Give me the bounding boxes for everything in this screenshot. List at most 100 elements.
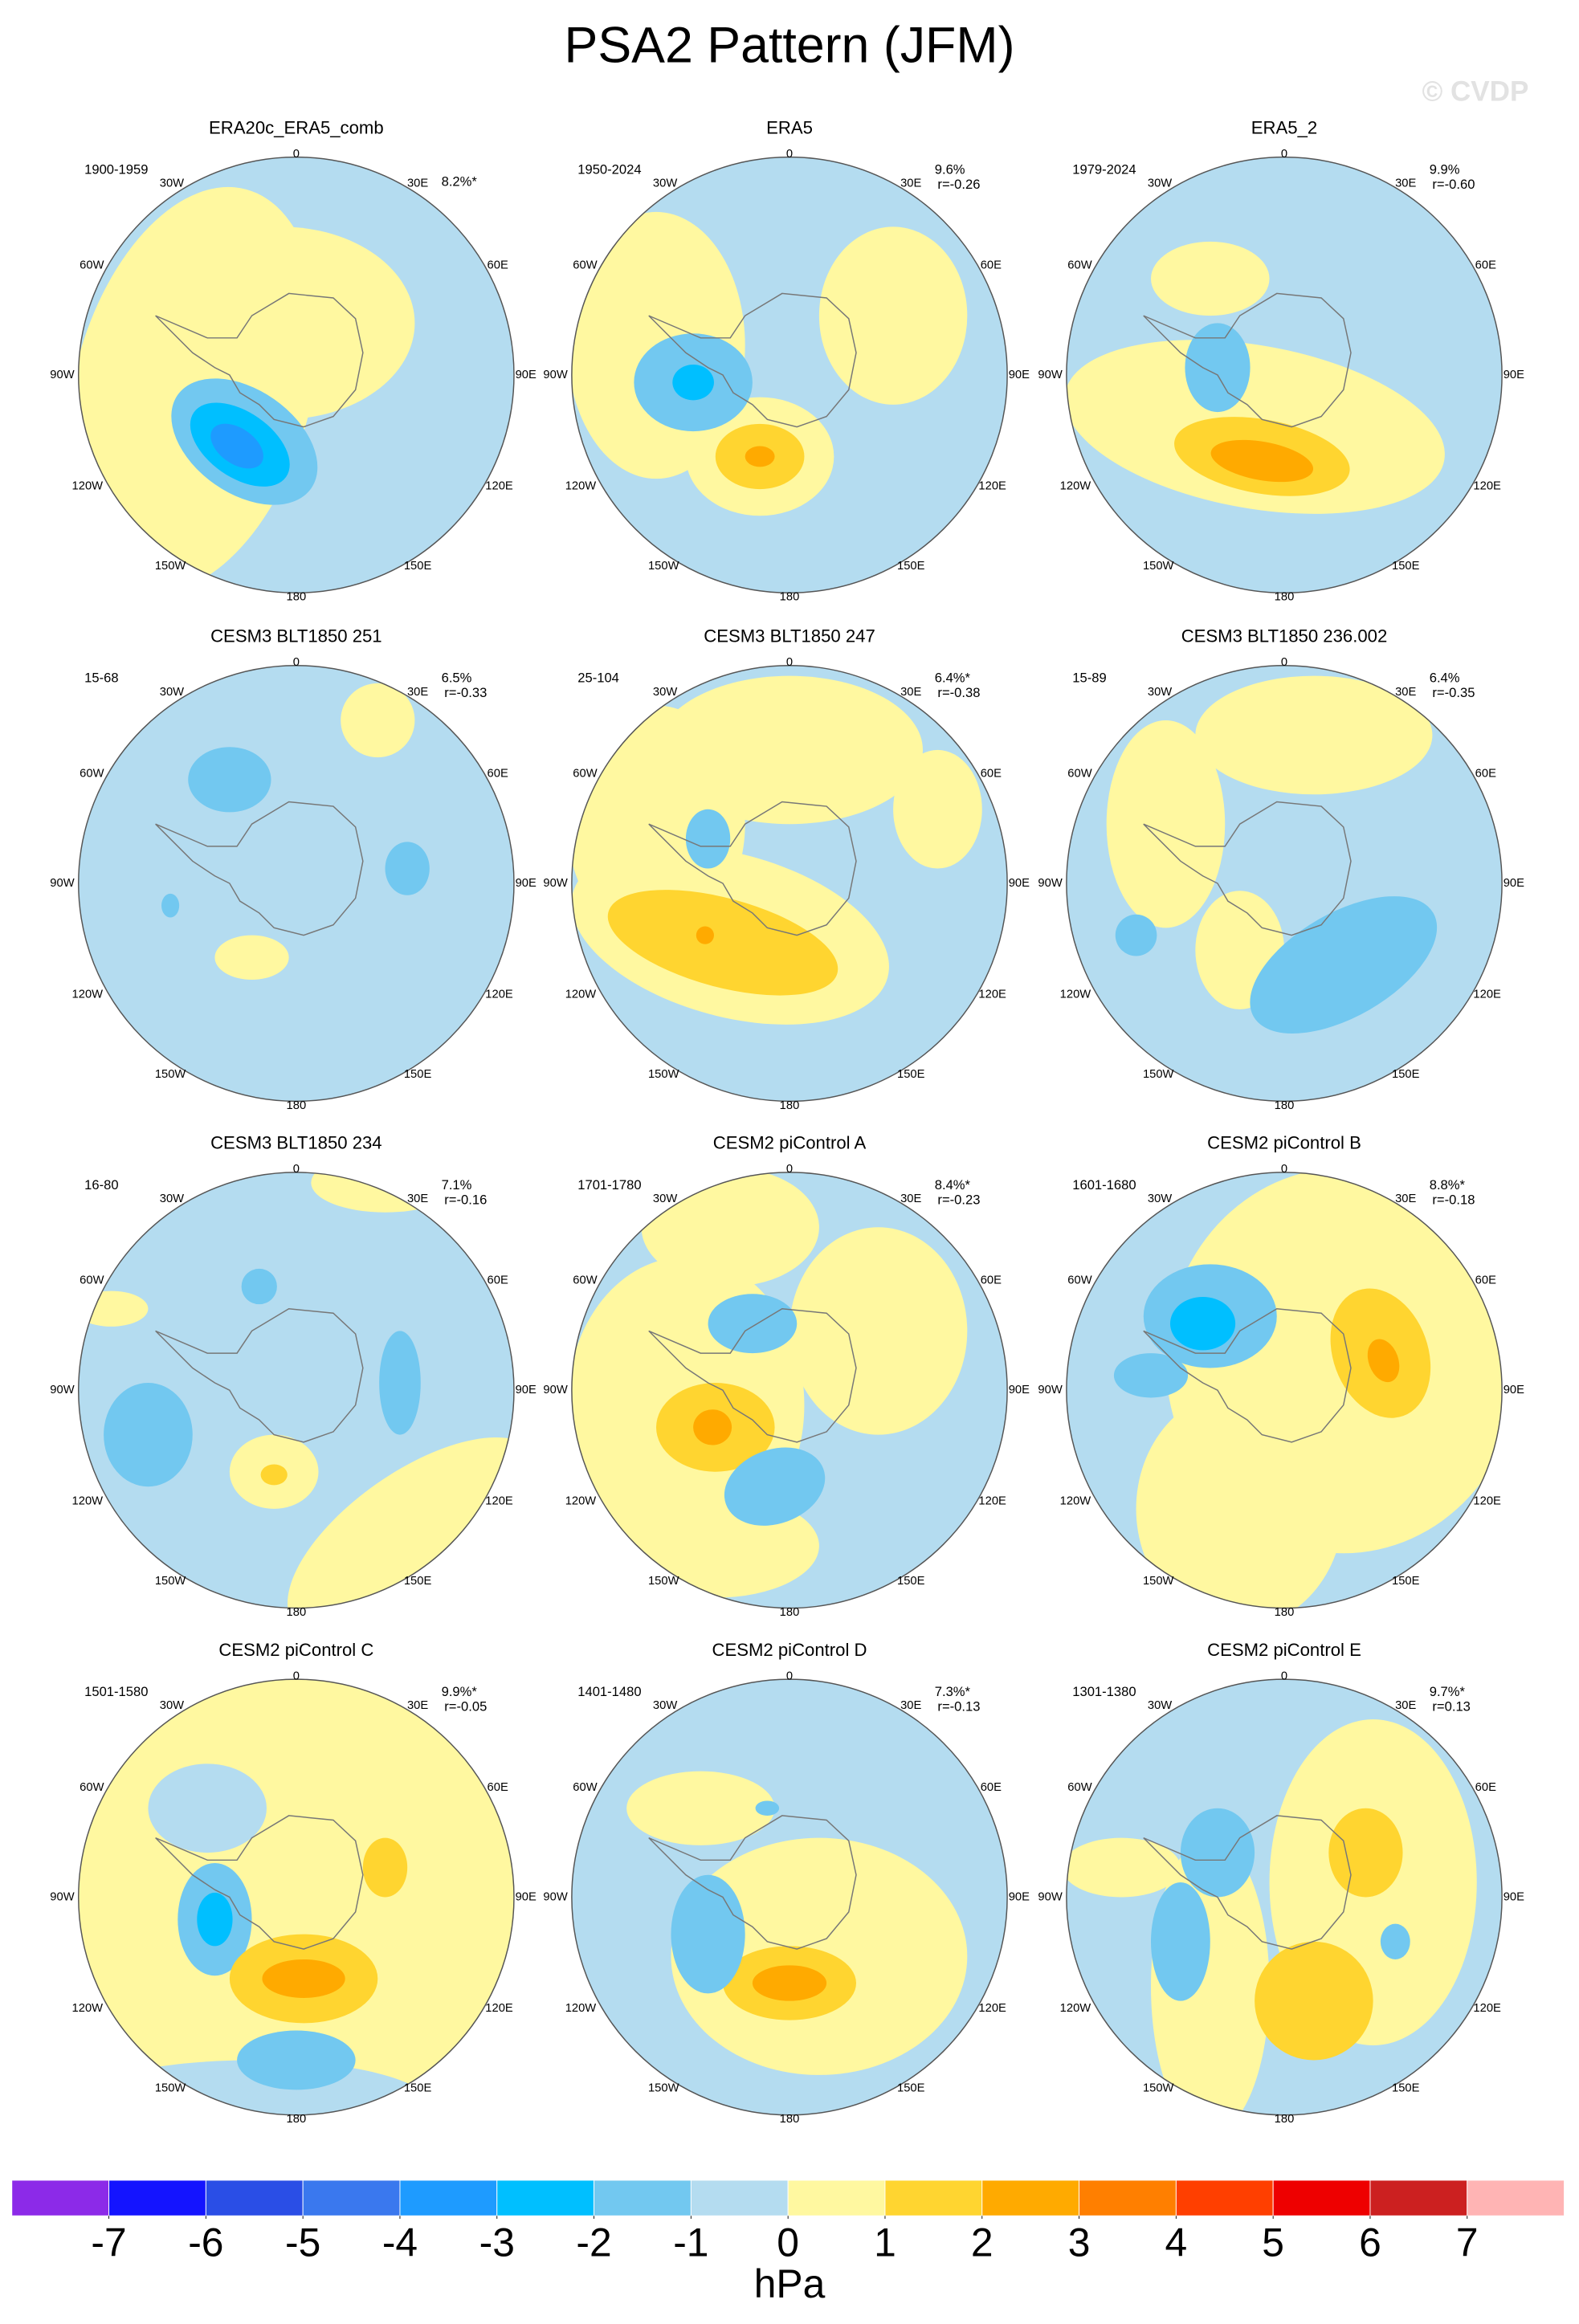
panel-correlation: r=-0.33	[444, 685, 487, 700]
contour-region	[214, 935, 289, 980]
longitude-label: 180	[780, 591, 800, 604]
longitude-label: 150E	[1392, 1068, 1420, 1081]
colorbar-label: -6	[188, 2220, 223, 2265]
coastline	[1143, 1307, 1352, 1443]
contour-region	[260, 1464, 288, 1486]
longitude-label: 150E	[404, 2081, 432, 2094]
longitude-label: 30W	[653, 1193, 677, 1205]
coastline	[1143, 801, 1352, 936]
longitude-label: 90W	[543, 877, 567, 890]
longitude-label: 30W	[160, 177, 184, 190]
longitude-label: 120W	[565, 1495, 597, 1508]
longitude-label: 180	[1275, 591, 1295, 604]
longitude-label: 120W	[1060, 2002, 1091, 2015]
longitude-label: 90E	[516, 369, 537, 381]
watermark: © CVDP	[1422, 76, 1528, 108]
map-panel	[571, 1679, 1008, 2115]
longitude-label: 90W	[1038, 1890, 1062, 1903]
longitude-label: 120W	[565, 2002, 597, 2015]
longitude-label: 180	[287, 1099, 307, 1112]
contour-region	[210, 423, 263, 469]
longitude-label: 90W	[50, 877, 74, 890]
contour-region	[1136, 1390, 1344, 1608]
longitude-label: 120W	[72, 2002, 104, 2015]
longitude-label: 60E	[488, 1274, 508, 1287]
longitude-label: 180	[1275, 1606, 1295, 1619]
coastline	[155, 1815, 364, 1950]
longitude-label: 90E	[1504, 369, 1524, 381]
panel-correlation: r=-0.35	[1432, 685, 1475, 700]
longitude-label: 90E	[1504, 877, 1524, 890]
coastline	[1143, 292, 1352, 428]
longitude-label: 180	[780, 2113, 800, 2126]
map-border	[1066, 1172, 1503, 1609]
longitude-label: 60W	[573, 1781, 597, 1794]
contour-region	[78, 1290, 149, 1327]
longitude-label: 60E	[1475, 1274, 1496, 1287]
longitude-label: 30W	[160, 686, 184, 699]
longitude-label: 120E	[485, 1495, 513, 1508]
colorbar-box	[302, 2179, 401, 2216]
longitude-label: 90E	[516, 1384, 537, 1396]
coastline	[1143, 1815, 1352, 1950]
longitude-label: 120E	[485, 479, 513, 492]
longitude-label: 90W	[50, 1384, 74, 1396]
contour-region	[1169, 1296, 1236, 1351]
colorbar-label: 2	[971, 2220, 994, 2265]
panel-title: CESM2 piControl C	[218, 1640, 373, 1660]
longitude-label: 60E	[488, 767, 508, 780]
map-border	[571, 1172, 1008, 1609]
longitude-label: 30E	[900, 686, 921, 699]
panel-title: ERA5_2	[1251, 117, 1317, 137]
contour-region	[1115, 914, 1157, 956]
longitude-label: 90W	[50, 1890, 74, 1903]
longitude-label: 90W	[1038, 877, 1062, 890]
map-panel	[571, 157, 1008, 593]
contour-region	[672, 365, 714, 401]
longitude-label: 90W	[543, 1384, 567, 1396]
contour-region	[1066, 1837, 1181, 1898]
longitude-label: 60E	[981, 1274, 1002, 1287]
panel-title: CESM2 piControl A	[713, 1133, 867, 1153]
longitude-label: 0	[786, 148, 793, 161]
longitude-label: 30W	[1148, 686, 1172, 699]
longitude-label: 180	[287, 2113, 307, 2126]
contour-region	[1151, 241, 1270, 316]
coastline	[155, 292, 364, 428]
longitude-label: 60E	[981, 259, 1002, 271]
longitude-label: 0	[1281, 148, 1287, 161]
longitude-label: 60E	[488, 259, 508, 271]
longitude-label: 60E	[1475, 767, 1496, 780]
panel-correlation: r=-0.16	[444, 1192, 487, 1207]
longitude-label: 90E	[1009, 877, 1030, 890]
longitude-label: 120E	[1473, 2002, 1501, 2015]
colorbar-label: -3	[479, 2220, 515, 2265]
longitude-label: 90E	[516, 1890, 537, 1903]
contour-region	[607, 890, 838, 996]
colorbar-box	[108, 2179, 206, 2216]
panel-title: CESM3 BLT1850 247	[704, 626, 875, 646]
longitude-label: 0	[1281, 1670, 1287, 1682]
longitude-label: 150E	[897, 560, 925, 573]
longitude-label: 60W	[80, 1781, 104, 1794]
panel-period: 1601-1680	[1072, 1177, 1136, 1193]
colorbar-box	[205, 2179, 304, 2216]
panel-period: 1501-1580	[84, 1684, 148, 1699]
contour-region	[188, 747, 271, 813]
panel-period: 15-68	[84, 671, 118, 686]
longitude-label: 150E	[1392, 560, 1420, 573]
contour-region	[379, 1331, 421, 1435]
longitude-label: 30E	[1395, 1699, 1416, 1712]
map-border	[78, 1678, 515, 2116]
longitude-label: 150W	[1143, 1068, 1174, 1081]
contour-region	[790, 1227, 968, 1435]
longitude-label: 120W	[1060, 988, 1091, 1001]
panel-period: 1900-1959	[84, 162, 148, 177]
longitude-label: 90W	[1038, 369, 1062, 381]
longitude-label: 120E	[1473, 479, 1501, 492]
longitude-label: 0	[786, 1163, 793, 1176]
longitude-label: 120E	[978, 479, 1006, 492]
colorbar-box	[496, 2179, 595, 2216]
longitude-label: 60W	[80, 259, 104, 271]
